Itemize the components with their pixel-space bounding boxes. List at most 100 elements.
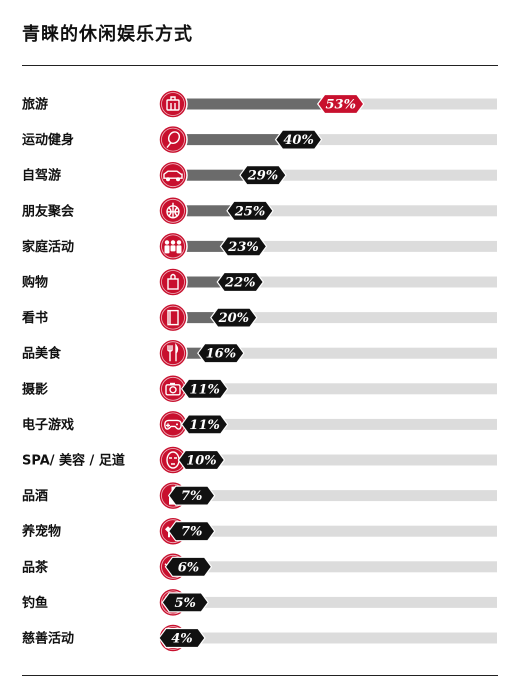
category-label: 家庭活动 bbox=[22, 239, 74, 255]
category-label: 自驾游 bbox=[22, 168, 61, 184]
bar-track bbox=[173, 312, 497, 324]
category-label: 品美食 bbox=[22, 346, 62, 362]
bar bbox=[173, 205, 254, 217]
disco-ball-icon bbox=[158, 196, 188, 226]
page-title: 青睐的休闲娱乐方式 bbox=[22, 24, 193, 45]
category-label: 购物 bbox=[22, 275, 48, 291]
value-tag: 7% bbox=[167, 521, 216, 542]
chart-row: 运动健身 40% bbox=[22, 124, 497, 155]
car-icon bbox=[158, 160, 188, 190]
bar-track bbox=[173, 169, 497, 181]
category-label: 摄影 bbox=[22, 381, 48, 397]
value-label: 22% bbox=[224, 276, 255, 291]
value-tag: 16% bbox=[197, 343, 245, 364]
luggage-icon bbox=[158, 89, 188, 119]
bar-track bbox=[173, 454, 497, 466]
family-icon bbox=[158, 231, 188, 262]
chart-row: 朋友聚会 25% bbox=[21, 196, 497, 226]
value-label: 40% bbox=[283, 133, 313, 148]
category-label: 旅游 bbox=[22, 97, 48, 113]
category-label: 朋友聚会 bbox=[21, 203, 75, 219]
category-label: SPA/ 美容 / 足道 bbox=[22, 453, 125, 469]
bar-track bbox=[173, 525, 497, 537]
value-label: 4% bbox=[171, 632, 192, 647]
value-label: 53% bbox=[325, 98, 355, 113]
bar bbox=[173, 276, 245, 288]
category-label: 看书 bbox=[22, 310, 48, 326]
chart-row: 摄影 11% bbox=[22, 374, 497, 404]
value-tag: 22% bbox=[216, 271, 265, 293]
bar-track bbox=[173, 490, 497, 502]
category-label: 品酒 bbox=[22, 489, 48, 504]
chart-row: 品美食 16% bbox=[22, 338, 497, 368]
bar-track bbox=[173, 276, 497, 288]
value-tag: 23% bbox=[219, 236, 268, 257]
book-icon bbox=[158, 302, 188, 333]
bar-track bbox=[173, 561, 497, 573]
value-tag: 10% bbox=[177, 449, 226, 471]
chart-row: 钓鱼 5% bbox=[22, 587, 497, 618]
value-label: 5% bbox=[174, 596, 195, 611]
value-tag: 20% bbox=[210, 307, 258, 328]
bar-track bbox=[173, 632, 497, 644]
chart-row: 慈善活动 4% bbox=[22, 623, 497, 653]
value-label: 23% bbox=[227, 240, 258, 255]
chart-row: 品茶 6% bbox=[22, 552, 497, 582]
bottom-divider bbox=[22, 675, 498, 676]
value-tag: 29% bbox=[239, 165, 287, 186]
value-label: 7% bbox=[181, 525, 202, 540]
chart-row: 电子游戏 11% bbox=[22, 409, 497, 440]
bar-track bbox=[173, 383, 497, 395]
shopping-bag-icon bbox=[158, 267, 188, 297]
value-label: 29% bbox=[247, 169, 278, 184]
value-label: 11% bbox=[189, 418, 219, 433]
chart-row: 购物 22% bbox=[22, 267, 497, 297]
bar-track bbox=[173, 418, 497, 430]
value-tag: 7% bbox=[167, 485, 216, 506]
bar bbox=[173, 312, 238, 324]
bar-track bbox=[173, 596, 497, 608]
bar bbox=[173, 98, 345, 110]
camera-icon bbox=[158, 374, 188, 404]
bar-track bbox=[173, 347, 497, 359]
value-tag: 40% bbox=[274, 129, 323, 150]
value-tag: 6% bbox=[164, 556, 213, 577]
chart-row: 看书 20% bbox=[22, 302, 497, 333]
chart-row: SPA/ 美容 / 足道 10% bbox=[22, 445, 497, 475]
face-mask-icon bbox=[158, 445, 188, 475]
value-tag: 11% bbox=[180, 378, 229, 399]
bar-track bbox=[173, 240, 497, 252]
value-label: 20% bbox=[218, 311, 249, 326]
category-label: 品茶 bbox=[22, 559, 49, 575]
value-tag: 53% bbox=[316, 93, 365, 115]
bar bbox=[173, 240, 248, 252]
bar bbox=[173, 169, 267, 181]
value-label: 11% bbox=[189, 382, 219, 397]
value-tag: 4% bbox=[158, 627, 206, 649]
tennis-racket-icon bbox=[158, 124, 188, 155]
category-label: 慈善活动 bbox=[22, 631, 74, 647]
value-label: 10% bbox=[186, 454, 216, 469]
chart-row: 家庭活动 23% bbox=[22, 231, 497, 262]
value-label: 16% bbox=[206, 347, 236, 362]
value-tag: 11% bbox=[180, 414, 229, 435]
chart-row: 养宠物 7% bbox=[21, 516, 497, 546]
fork-knife-icon bbox=[158, 338, 188, 368]
category-label: 养宠物 bbox=[21, 524, 61, 540]
value-label: 6% bbox=[178, 560, 199, 575]
bar-track bbox=[173, 134, 497, 146]
chart-row: 旅游 53% bbox=[22, 89, 497, 119]
value-label: 25% bbox=[234, 204, 265, 219]
top-divider bbox=[22, 65, 498, 66]
category-label: 钓鱼 bbox=[22, 595, 48, 611]
value-tag: 25% bbox=[226, 200, 274, 221]
value-label: 7% bbox=[181, 489, 202, 504]
chart-row: 品酒 7% bbox=[22, 480, 497, 511]
value-tag: 5% bbox=[161, 592, 209, 613]
bar-track bbox=[173, 205, 497, 217]
chart-row: 自驾游 29% bbox=[22, 160, 497, 190]
category-label: 运动健身 bbox=[22, 132, 74, 148]
category-label: 电子游戏 bbox=[22, 417, 74, 433]
bar bbox=[173, 134, 303, 146]
